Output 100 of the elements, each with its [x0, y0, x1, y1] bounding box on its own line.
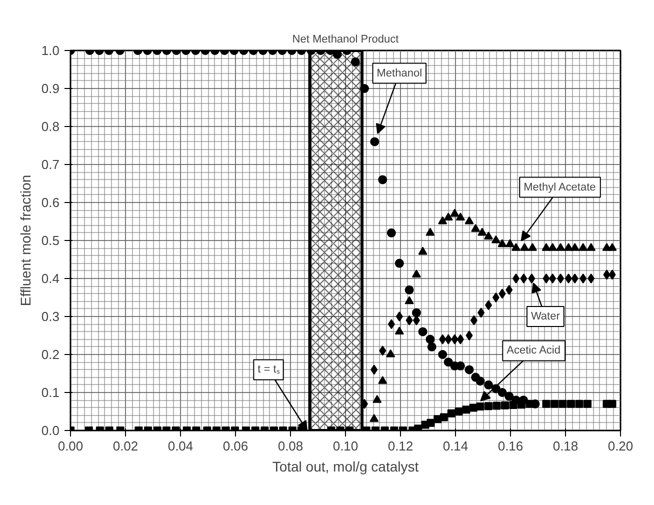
point — [528, 274, 536, 284]
point — [439, 334, 446, 344]
point — [372, 394, 382, 403]
point — [575, 400, 584, 408]
point — [501, 401, 509, 410]
x-tick-label: 0.10 — [332, 438, 358, 454]
series-label: Methanol — [376, 67, 422, 80]
text: Acetic Acid — [506, 344, 560, 357]
point — [379, 346, 386, 356]
point — [469, 404, 478, 412]
annotation: t = tₛ — [258, 364, 280, 376]
y-tick-label: 0.7 — [41, 157, 60, 172]
point — [498, 388, 507, 397]
x-axis-title: Total out, mol/g catalyst — [272, 458, 419, 474]
point — [512, 274, 520, 284]
point — [412, 308, 421, 318]
point — [557, 274, 564, 284]
point — [418, 327, 428, 336]
point — [466, 330, 473, 340]
point — [550, 400, 558, 408]
point — [520, 274, 528, 284]
point — [470, 315, 478, 326]
point — [464, 365, 474, 374]
point — [484, 232, 493, 240]
point — [404, 285, 414, 294]
point — [504, 392, 514, 401]
point — [394, 258, 404, 268]
point — [580, 274, 587, 284]
point — [426, 418, 435, 427]
x-tick-label: 0.18 — [552, 438, 578, 454]
x-tick-label: 0.06 — [222, 438, 248, 454]
point — [506, 284, 513, 295]
point — [476, 402, 484, 411]
point — [447, 409, 456, 418]
point — [492, 402, 501, 410]
point — [558, 400, 567, 408]
point — [438, 350, 448, 359]
point — [404, 296, 414, 304]
y-tick-label: 0.8 — [41, 119, 60, 134]
point — [484, 380, 493, 390]
point — [451, 334, 458, 344]
point — [608, 270, 616, 280]
x-tick-label: 0.16 — [498, 438, 524, 454]
point — [542, 274, 550, 284]
x-tick-label: 0.04 — [168, 438, 194, 454]
point — [388, 319, 395, 330]
point — [386, 228, 396, 238]
y-tick-label: 1.0 — [41, 43, 60, 58]
band-label: Net Methanol Product — [292, 34, 399, 46]
point — [427, 342, 436, 352]
point — [526, 400, 534, 408]
y-tick-label: 0.6 — [41, 195, 60, 210]
point — [386, 349, 396, 358]
point — [509, 401, 518, 410]
y-tick-label: 0.5 — [41, 233, 60, 248]
text: Methyl Acetate — [524, 181, 596, 194]
point — [406, 315, 413, 326]
text: Water — [530, 310, 560, 322]
point — [370, 414, 379, 422]
point — [370, 364, 378, 375]
point — [462, 406, 470, 414]
point — [378, 175, 388, 184]
point — [370, 137, 380, 146]
y-tick-label: 0.2 — [41, 347, 60, 362]
point — [412, 270, 421, 278]
point — [567, 400, 575, 408]
x-tick-label: 0.12 — [388, 438, 414, 454]
y-axis-title: Effluent mole fraction — [17, 174, 34, 306]
x-tick-label: 0.08 — [278, 438, 304, 454]
point — [584, 400, 592, 408]
point — [571, 274, 578, 284]
point — [498, 288, 506, 299]
x-tick-label: 0.14 — [442, 438, 468, 454]
point — [603, 270, 610, 280]
point — [396, 312, 403, 322]
point — [444, 334, 452, 344]
point — [444, 358, 453, 367]
point — [492, 292, 500, 302]
point — [456, 334, 464, 344]
y-tick-label: 0.9 — [41, 81, 60, 96]
x-tick-label: 0.02 — [112, 438, 138, 454]
y-tick-label: 0.3 — [41, 309, 60, 324]
point — [394, 326, 404, 335]
x-tick-label: 0.00 — [58, 438, 84, 454]
point — [565, 274, 572, 284]
point — [549, 274, 556, 284]
point — [478, 308, 485, 318]
point — [608, 400, 616, 408]
point — [484, 402, 492, 410]
point — [426, 334, 435, 344]
x-tick-label: 0.20 — [608, 438, 634, 454]
point — [454, 408, 463, 416]
point — [588, 274, 595, 284]
y-tick-label: 0.0 — [41, 423, 60, 438]
point — [542, 400, 550, 408]
y-tick-label: 0.4 — [41, 271, 60, 286]
point — [476, 376, 485, 386]
y-tick-label: 0.1 — [41, 385, 60, 400]
point — [378, 376, 388, 384]
point — [440, 413, 448, 422]
